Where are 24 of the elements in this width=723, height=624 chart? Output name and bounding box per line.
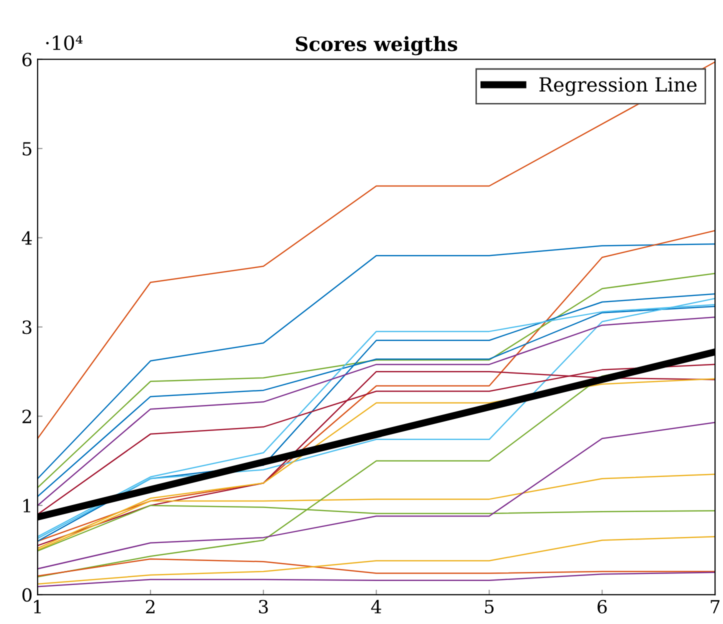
- x-tick-label: 5: [485, 600, 494, 614]
- line-series: [38, 61, 716, 440]
- x-tick-label: 3: [259, 600, 268, 614]
- y-tick-label: 2: [22, 410, 31, 424]
- line-series: [38, 243, 716, 480]
- x-tick-label: 4: [371, 600, 382, 614]
- text: ·10⁴: [46, 35, 82, 50]
- y-tick-label: 3: [22, 320, 32, 334]
- y-tick-label: 4: [22, 231, 32, 245]
- y-tick-label: 1: [23, 498, 30, 512]
- x-tick-label: 7: [710, 600, 720, 614]
- line-series: [38, 272, 716, 488]
- line-series: [38, 536, 716, 585]
- y-tick-label: 6: [22, 52, 32, 66]
- y-tick-label: 0: [22, 588, 32, 602]
- x-tick-label: 1: [34, 600, 41, 614]
- line-series: [38, 572, 716, 588]
- y-tick-label: 5: [22, 142, 32, 156]
- x-tick-label: 2: [146, 600, 154, 614]
- x-tick-label: 6: [598, 600, 607, 614]
- legend-label: Regression Line: [539, 77, 697, 96]
- chart-title: Scores weigths: [296, 36, 458, 56]
- line-series: [38, 230, 716, 542]
- line-series: [38, 558, 716, 577]
